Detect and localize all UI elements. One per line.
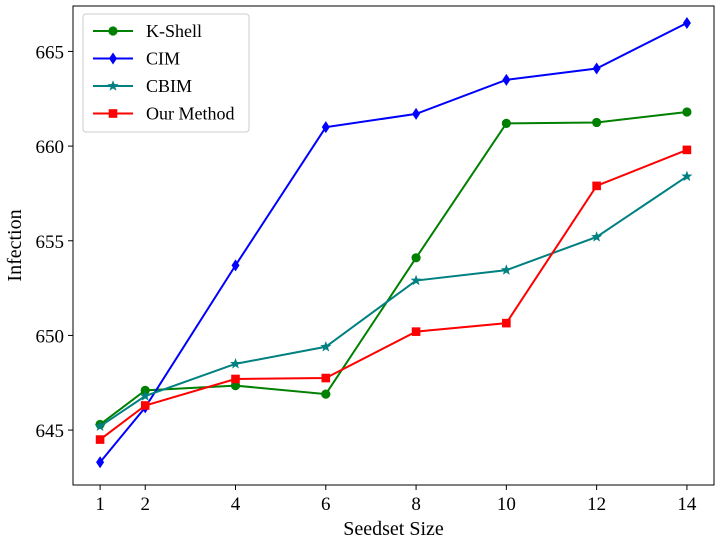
data-point [95,435,105,444]
y-tick-label: 645 [36,421,65,442]
data-point [321,373,331,383]
y-tick-label: 665 [36,42,65,63]
data-point [231,374,240,384]
legend-marker [108,26,118,36]
legend-entry: K-Shell [93,21,202,41]
y-tick-label: 655 [36,232,65,253]
legend-label: CBIM [146,76,192,96]
series-our-method [95,145,692,444]
x-tick-label: 10 [497,494,516,515]
data-point [229,358,242,369]
legend: K-Shell CIM CBIM Our Method [82,13,250,133]
legend-label: K-Shell [146,21,202,41]
series-cbim [94,170,693,431]
data-point [682,145,692,155]
data-point [500,264,512,275]
data-point [321,121,330,134]
data-point [321,389,331,399]
x-tick-label: 6 [321,494,331,515]
legend-entry: CBIM [93,76,192,96]
series-line [99,22,688,463]
legend-label: Our Method [146,104,235,124]
data-point [682,17,691,30]
data-point [592,117,602,128]
data-point [682,107,692,117]
data-point [592,62,601,75]
y-axis-title: Infection [4,209,26,281]
legend-entry: CIM [93,49,180,69]
data-point [502,73,511,86]
legend-marker [109,52,117,65]
legend-label: CIM [146,49,180,69]
data-point [231,259,240,272]
legend-box [82,13,250,133]
data-point [681,170,693,182]
data-point [140,401,150,410]
plot-frame [72,5,715,486]
x-tick-label: 14 [677,494,697,515]
x-tick-label: 2 [140,494,150,515]
data-point [94,420,106,431]
x-tick-label: 12 [587,494,606,515]
legend-marker [107,80,119,91]
data-point [592,181,601,191]
x-tick-label: 4 [231,494,241,515]
legend-entry: Our Method [93,104,235,124]
data-point [230,381,241,391]
data-point [591,231,603,242]
x-axis-title: Seedset Size [343,518,444,540]
y-tick-label: 650 [36,326,65,347]
series-line [99,111,688,426]
data-point [501,118,511,128]
data-point [96,456,105,469]
series-layer [94,17,693,469]
data-point [320,340,332,352]
series-line [99,148,688,441]
data-point [410,274,422,286]
data-point [411,327,421,336]
legend-marker [108,109,118,118]
x-tick-label: 8 [411,494,421,515]
series-k-shell [95,107,692,430]
x-tick-label: 1 [95,494,105,515]
data-point [411,253,421,263]
series-line [99,175,688,428]
data-point [502,318,511,328]
data-point [139,390,151,401]
y-tick-label: 660 [36,137,65,158]
data-point [412,107,421,120]
